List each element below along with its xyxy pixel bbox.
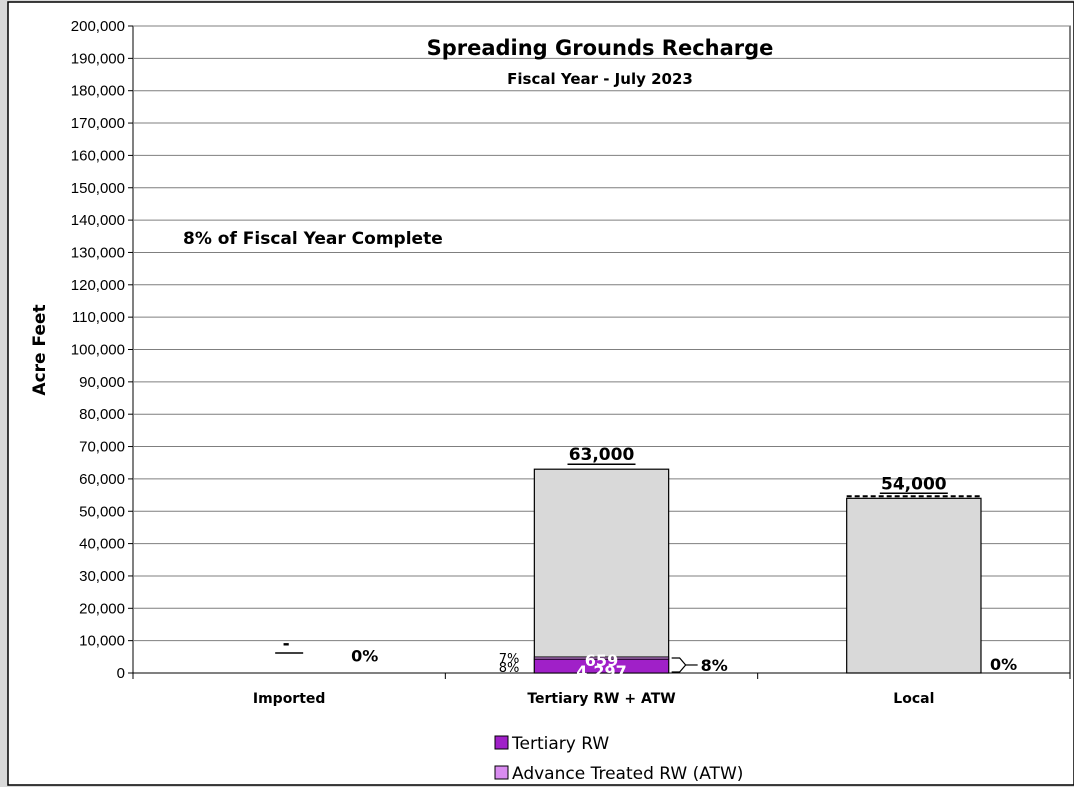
- bar-atw: [533, 656, 670, 660]
- y-tick-label: 60,000: [79, 471, 125, 488]
- segment-percent-tertiary: 8%: [499, 661, 520, 676]
- y-tick-label: 180,000: [71, 83, 125, 100]
- x-category-label: Imported: [253, 691, 326, 707]
- percent-complete-label: 8%: [701, 656, 728, 675]
- y-tick-label: 40,000: [79, 536, 125, 553]
- percent-complete-label: 0%: [351, 647, 378, 666]
- legend-swatch-atw: [494, 765, 509, 780]
- y-tick-label: 30,000: [79, 568, 125, 585]
- y-axis-ticks: 0 10,000 20,000 30,000 40,000 50,000 60,000 70,…: [71, 18, 133, 682]
- y-tick-label: 10,000: [79, 633, 125, 650]
- y-tick-label: 110,000: [72, 309, 125, 326]
- chart-title: Spreading Grounds Recharge: [427, 36, 774, 60]
- data-label-atw: 659: [585, 651, 618, 670]
- segment-percent-atw: 7%: [499, 652, 520, 667]
- target-label: 54,000: [881, 474, 947, 494]
- legend-label-atw: Advance Treated RW (ATW): [512, 764, 743, 784]
- legend-label-tertiary-rw: Tertiary RW: [511, 734, 609, 754]
- x-axis-categories: Imported Tertiary RW + ATW Local: [132, 673, 1071, 707]
- data-label-tertiary-rw: 4,297: [576, 662, 627, 681]
- y-tick-label: 50,000: [79, 503, 125, 520]
- x-category-label: Tertiary RW + ATW: [527, 691, 675, 707]
- data-label-tertiary-rw: -: [284, 666, 291, 685]
- y-tick-label: 0: [117, 665, 125, 682]
- y-tick-label: 100,000: [71, 342, 125, 359]
- x-category-label: Local: [893, 691, 934, 707]
- y-axis-label: Acre Feet: [30, 304, 50, 395]
- y-tick-label: 190,000: [71, 50, 125, 67]
- y-tick-label: 160,000: [71, 147, 125, 164]
- target-bar: [846, 497, 982, 674]
- y-tick-label: 200,000: [71, 18, 125, 35]
- legend-swatch-tertiary-rw: [494, 735, 509, 750]
- y-tick-label: 150,000: [71, 180, 125, 197]
- y-tick-label: 80,000: [79, 406, 125, 423]
- target-bar: [533, 468, 670, 674]
- chart-subtitle: Fiscal Year - July 2023: [507, 70, 693, 88]
- y-tick-label: 20,000: [79, 600, 125, 617]
- y-tick-label: 70,000: [79, 439, 125, 456]
- y-tick-label: 130,000: [71, 244, 125, 261]
- percent-complete-label: 0%: [990, 655, 1017, 674]
- y-tick-label: 170,000: [71, 115, 125, 132]
- target-label: -: [283, 634, 290, 654]
- y-tick-label: 120,000: [71, 277, 125, 294]
- legend: Tertiary RW Advance Treated RW (ATW): [494, 734, 743, 784]
- target-label: 63,000: [569, 445, 635, 465]
- y-tick-label: 140,000: [71, 212, 125, 229]
- y-tick-label: 90,000: [79, 374, 125, 391]
- fiscal-year-progress-note: 8% of Fiscal Year Complete: [183, 229, 443, 249]
